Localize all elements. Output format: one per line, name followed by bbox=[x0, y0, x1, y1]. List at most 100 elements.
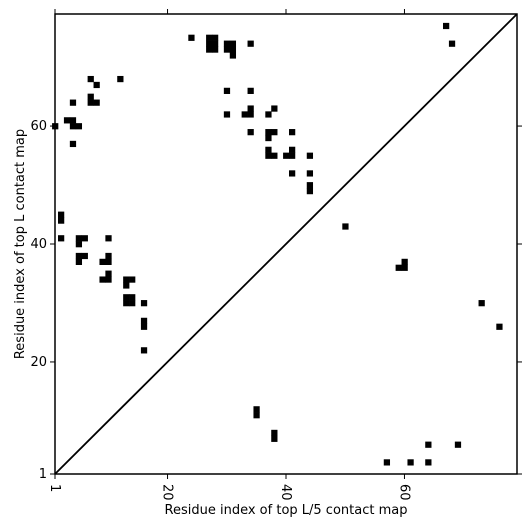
contact-point-top-l bbox=[105, 258, 112, 265]
contact-point-top-l bbox=[271, 129, 278, 136]
contact-point-top-l5 bbox=[496, 323, 503, 330]
contact-point-top-l bbox=[75, 252, 83, 260]
contact-point-top-l bbox=[117, 75, 124, 83]
contact-point-top-l bbox=[99, 258, 106, 265]
y-tick-label: 20 bbox=[30, 355, 47, 370]
contact-point-top-l bbox=[229, 40, 237, 47]
contact-point-top-l5 bbox=[342, 223, 349, 230]
contact-point-top-l bbox=[75, 123, 83, 130]
contact-point-top-l5 bbox=[401, 264, 408, 271]
contact-point-top-l bbox=[188, 34, 195, 41]
contact-point-top-l bbox=[69, 99, 77, 106]
contact-point-top-l bbox=[306, 188, 314, 195]
contact-point-top-l bbox=[140, 323, 148, 330]
contact-point-top-l bbox=[87, 93, 94, 100]
contact-point-top-l bbox=[105, 252, 112, 260]
contact-point-top-l bbox=[265, 111, 272, 118]
contact-point-top-l bbox=[58, 217, 65, 224]
contact-point-top-l bbox=[69, 140, 77, 148]
contact-point-top-l bbox=[140, 347, 148, 354]
x-tick-label: 20 bbox=[160, 484, 175, 501]
contact-point-top-l bbox=[289, 152, 296, 159]
contact-point-top-l bbox=[265, 129, 272, 136]
contact-point-top-l bbox=[75, 241, 83, 248]
contact-point-top-l5 bbox=[454, 441, 462, 448]
diagonal-line bbox=[54, 13, 518, 475]
contact-point-top-l bbox=[69, 117, 77, 124]
contact-point-top-l bbox=[212, 34, 219, 41]
contact-point-top-l bbox=[93, 99, 100, 106]
contact-point-top-l bbox=[123, 300, 130, 307]
contact-point-top-l bbox=[306, 170, 314, 177]
y-axis-label: Residue index of top L contact map bbox=[13, 129, 28, 359]
contact-point-top-l bbox=[75, 258, 83, 265]
contact-point-top-l bbox=[241, 111, 248, 118]
y-tick-label: 60 bbox=[30, 119, 47, 134]
contact-point-top-l bbox=[123, 294, 130, 301]
contact-point-top-l bbox=[105, 276, 112, 283]
contact-point-top-l bbox=[271, 105, 278, 112]
contact-point-top-l bbox=[206, 46, 213, 53]
contact-point-top-l bbox=[123, 282, 130, 289]
contact-point-top-l bbox=[223, 111, 231, 118]
contact-point-top-l bbox=[140, 300, 148, 307]
contact-point-top-l bbox=[63, 117, 71, 124]
contact-point-top-l bbox=[212, 40, 219, 47]
x-axis-label: Residue index of top L/5 contact map bbox=[165, 503, 408, 518]
contact-point-top-l bbox=[289, 129, 296, 136]
contact-point-top-l5 bbox=[407, 459, 414, 466]
contact-point-top-l5 bbox=[271, 429, 278, 437]
contact-point-top-l bbox=[58, 211, 65, 218]
contact-point-top-l bbox=[306, 182, 314, 189]
contact-point-top-l bbox=[58, 235, 65, 242]
y-tick-label: 40 bbox=[30, 237, 47, 252]
contact-marks bbox=[52, 22, 503, 466]
contact-point-top-l5 bbox=[425, 459, 432, 466]
contact-point-top-l bbox=[87, 99, 94, 106]
contact-point-top-l bbox=[265, 146, 272, 153]
contact-point-top-l bbox=[129, 294, 136, 301]
contact-point-top-l bbox=[140, 317, 148, 324]
contact-point-top-l bbox=[75, 235, 83, 242]
contact-point-top-l bbox=[448, 40, 456, 47]
contact-point-top-l bbox=[265, 152, 272, 159]
contact-point-top-l bbox=[247, 40, 254, 47]
contact-point-top-l bbox=[229, 46, 237, 53]
contact-point-top-l5 bbox=[401, 258, 408, 265]
contact-point-top-l bbox=[81, 235, 88, 242]
contact-point-top-l bbox=[247, 129, 254, 136]
contact-point-top-l5 bbox=[271, 435, 278, 442]
contact-point-top-l bbox=[99, 276, 106, 283]
contact-point-top-l bbox=[223, 40, 231, 47]
contact-point-top-l bbox=[129, 276, 136, 283]
contact-point-top-l bbox=[247, 105, 254, 112]
contact-point-top-l bbox=[81, 252, 88, 260]
contact-point-top-l5 bbox=[383, 459, 391, 466]
contact-point-top-l bbox=[289, 146, 296, 153]
contact-point-top-l bbox=[247, 87, 254, 94]
contact-point-top-l bbox=[206, 40, 213, 47]
contact-point-top-l bbox=[283, 152, 290, 159]
contact-point-top-l bbox=[443, 22, 450, 30]
contact-point-top-l bbox=[306, 152, 314, 159]
contact-point-top-l bbox=[87, 75, 94, 83]
contact-point-top-l bbox=[271, 152, 278, 159]
contact-point-top-l bbox=[105, 270, 112, 277]
contact-point-top-l bbox=[289, 170, 296, 177]
contact-point-top-l bbox=[223, 87, 231, 94]
contact-point-top-l5 bbox=[253, 412, 260, 419]
contact-point-top-l5 bbox=[395, 264, 402, 271]
contact-point-top-l bbox=[105, 235, 112, 242]
contact-point-top-l bbox=[69, 123, 77, 130]
contact-point-top-l bbox=[247, 111, 254, 118]
y-tick-label: 1 bbox=[39, 467, 47, 482]
contact-point-top-l5 bbox=[253, 406, 260, 413]
contact-point-top-l bbox=[212, 46, 219, 53]
axis-ticks: 1 20 40 60 1 20 40 60 bbox=[30, 9, 522, 501]
contact-point-top-l bbox=[123, 276, 130, 283]
contact-point-top-l5 bbox=[425, 441, 432, 448]
x-tick-label: 1 bbox=[47, 484, 62, 492]
x-tick-label: 60 bbox=[396, 484, 411, 501]
contact-point-top-l bbox=[223, 46, 231, 53]
